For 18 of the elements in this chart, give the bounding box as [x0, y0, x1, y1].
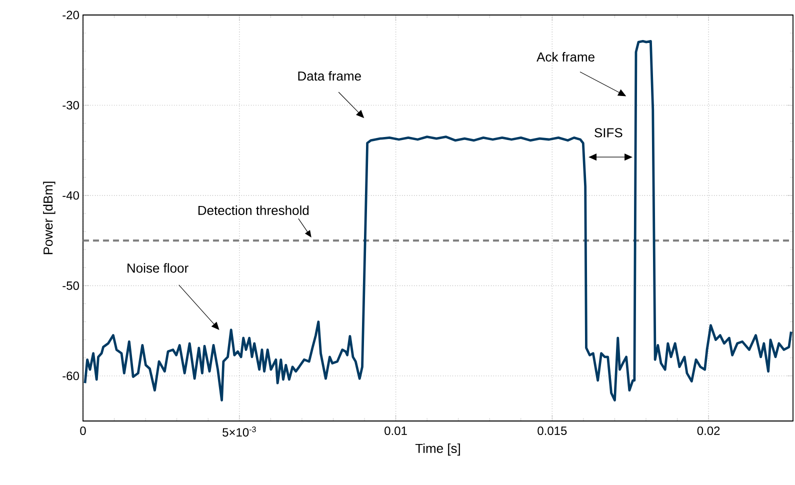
annotation: Ack frame: [536, 52, 594, 62]
y-axis-title: Power [dBm]: [43, 182, 56, 254]
annotation: SIFS: [594, 128, 622, 138]
y-tick-label: -20: [62, 10, 80, 20]
x-tick-label: 0.015: [538, 426, 567, 436]
y-tick-label: -30: [62, 100, 80, 110]
annotation: Noise floor: [128, 263, 188, 273]
y-tick-label: -60: [62, 372, 80, 380]
y-tick-label: -40: [62, 191, 80, 200]
x-axis-title: Time [s]: [415, 443, 460, 456]
x-tick-label: 0.01: [384, 426, 407, 436]
ref-line-label: Detection threshold: [198, 205, 309, 216]
x-tick-label: 0.02: [697, 426, 720, 436]
x-tick-label: 0: [80, 426, 86, 436]
annotation: Data frame: [298, 71, 361, 81]
line-series: [84, 40, 792, 402]
y-tick-label: -50: [62, 281, 80, 290]
x-tick-label: 5×10$^{-3}$: [222, 426, 256, 437]
